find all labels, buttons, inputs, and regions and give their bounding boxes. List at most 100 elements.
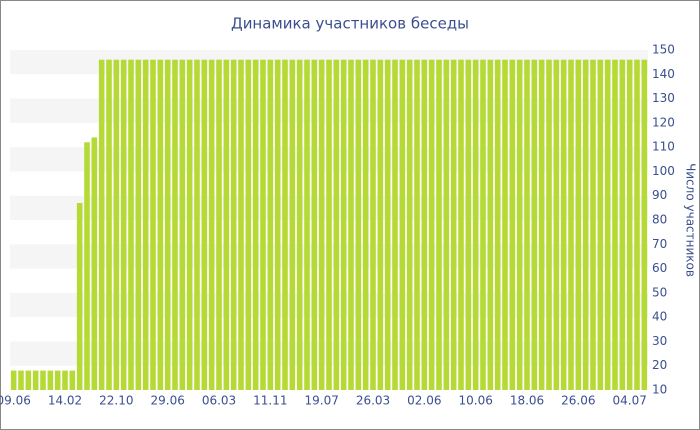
x-tick-label: 26.06 (561, 394, 595, 408)
bar (304, 59, 310, 390)
bar (524, 59, 530, 390)
bar (348, 59, 354, 390)
bar (362, 59, 369, 390)
bar (392, 59, 398, 390)
bar (406, 59, 413, 390)
bar (91, 137, 98, 390)
y-tick-label: 120 (652, 115, 675, 129)
bar (120, 59, 127, 390)
bar (516, 59, 523, 390)
bar (612, 59, 618, 390)
y-tick-label: 30 (652, 334, 667, 348)
bar (18, 370, 24, 390)
bar (47, 370, 54, 390)
bar (531, 59, 538, 390)
bar (25, 370, 32, 390)
bar (179, 59, 186, 390)
bar (142, 59, 149, 390)
bar (582, 59, 589, 390)
x-tick-label: 22.10 (99, 394, 133, 408)
x-tick-label: 29.06 (150, 394, 184, 408)
bar (384, 59, 391, 390)
bar (238, 59, 244, 390)
chart-title: Динамика участников беседы (231, 15, 469, 33)
bar (62, 370, 68, 390)
y-tick-label: 70 (652, 237, 667, 251)
bar (509, 59, 516, 390)
x-tick-label: 19.07 (304, 394, 338, 408)
bar (98, 59, 105, 390)
bar (333, 59, 340, 390)
bar (223, 59, 230, 390)
bar (355, 59, 362, 390)
bar (69, 370, 76, 390)
bar (326, 59, 332, 390)
bar (377, 59, 384, 390)
bar (201, 59, 208, 390)
bar (135, 59, 142, 390)
bar (538, 59, 545, 390)
bar (634, 59, 640, 390)
x-tick-label: 09.06 (0, 394, 31, 408)
bar (282, 59, 288, 390)
bar (150, 59, 156, 390)
bar (311, 59, 318, 390)
x-tick-label: 02.06 (407, 394, 441, 408)
bar (32, 370, 39, 390)
y-tick-label: 60 (652, 261, 667, 275)
bar (194, 59, 200, 390)
bar (106, 59, 112, 390)
bar (157, 59, 164, 390)
bar (458, 59, 464, 390)
bar (172, 59, 178, 390)
bar (230, 59, 237, 390)
bar (487, 59, 494, 390)
bar (553, 59, 560, 390)
bar (575, 59, 582, 390)
x-tick-label: 06.03 (202, 394, 236, 408)
bar (494, 59, 501, 390)
y-tick-label: 100 (652, 164, 675, 178)
bar (76, 203, 83, 390)
y-tick-label: 110 (652, 140, 675, 154)
bar (641, 59, 648, 390)
bar (436, 59, 442, 390)
bar (245, 59, 252, 390)
y-tick-label: 80 (652, 213, 667, 227)
bar (340, 59, 347, 390)
x-tick-label: 14.02 (48, 394, 82, 408)
y-axis-label: Число участников (684, 163, 698, 277)
bar (370, 59, 376, 390)
bar (289, 59, 296, 390)
bar (260, 59, 266, 390)
y-tick-label: 50 (652, 285, 667, 299)
bar (480, 59, 486, 390)
bar (568, 59, 574, 390)
bar (84, 142, 90, 390)
bar (113, 59, 120, 390)
bar (626, 59, 633, 390)
y-tick-label: 130 (652, 91, 675, 105)
bar (296, 59, 303, 390)
bar (428, 59, 435, 390)
bar (267, 59, 274, 390)
bar (216, 59, 222, 390)
x-tick-label: 26.03 (356, 394, 390, 408)
bar (443, 59, 450, 390)
bar (465, 59, 472, 390)
y-tick-label: 10 (652, 383, 667, 397)
y-tick-label: 20 (652, 358, 667, 372)
bar (472, 59, 479, 390)
bar (186, 59, 193, 390)
bar (10, 370, 17, 390)
bar (590, 59, 596, 390)
bar (502, 59, 508, 390)
bar (414, 59, 420, 390)
y-tick-label: 140 (652, 67, 675, 81)
bar (619, 59, 626, 390)
bar (560, 59, 567, 390)
y-tick-label: 90 (652, 188, 667, 202)
x-tick-label: 18.06 (510, 394, 544, 408)
bar (597, 59, 604, 390)
x-tick-label: 10.06 (458, 394, 492, 408)
